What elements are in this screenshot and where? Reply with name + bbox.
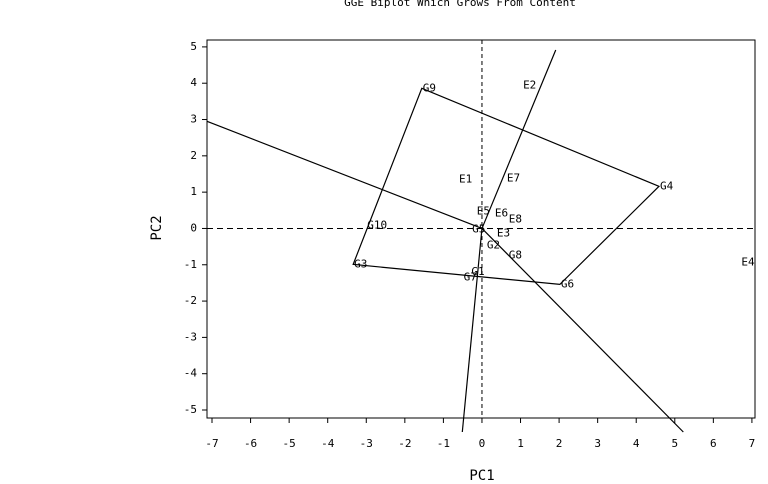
- point-label: E2: [523, 78, 536, 91]
- x-tick-label: -1: [437, 437, 450, 450]
- polygon: [352, 87, 661, 285]
- x-tick-label: 7: [749, 437, 756, 450]
- ray: [461, 228, 483, 433]
- point-label: E8: [509, 212, 522, 225]
- x-axis-title: PC1: [469, 468, 494, 484]
- point-label: G3: [354, 257, 367, 270]
- chart-title: GGE Biplot Which Grows From Content: [344, 0, 576, 9]
- y-tick-label: 3: [190, 113, 197, 126]
- point-label: G10: [367, 219, 387, 232]
- y-tick-label: -3: [184, 330, 197, 343]
- x-tick-label: -6: [244, 437, 257, 450]
- y-tick-label: -1: [184, 258, 197, 271]
- ray: [206, 120, 483, 230]
- y-tick-label: -4: [184, 367, 198, 380]
- plot-frame: [206, 39, 756, 419]
- point-label: G4: [660, 179, 674, 192]
- x-tick-label: -3: [360, 437, 373, 450]
- ray: [481, 49, 557, 229]
- x-tick-label: -7: [205, 437, 218, 450]
- point-label: E7: [507, 171, 520, 184]
- point-label: E6: [495, 207, 508, 220]
- x-tick-label: 2: [556, 437, 563, 450]
- x-tick-label: 3: [594, 437, 601, 450]
- point-label: G6: [561, 277, 574, 290]
- x-tick-label: -2: [398, 437, 411, 450]
- y-tick-label: -2: [184, 294, 197, 307]
- x-tick-label: 1: [517, 437, 524, 450]
- ray: [481, 228, 684, 433]
- y-tick-label: 4: [190, 76, 197, 89]
- y-tick-label: 0: [190, 221, 197, 234]
- y-tick-label: 1: [190, 185, 197, 198]
- x-tick-label: 4: [633, 437, 640, 450]
- x-tick-label: 5: [671, 437, 678, 450]
- x-tick-label: 0: [479, 437, 486, 450]
- point-label: G7: [464, 270, 477, 283]
- y-tick-label: -5: [184, 403, 197, 416]
- point-label: E4: [741, 256, 755, 269]
- point-label: G1: [471, 265, 484, 278]
- point-label: E5: [477, 204, 490, 217]
- point-label: G9: [423, 81, 436, 94]
- point-label: E1: [459, 172, 472, 185]
- y-tick-label: 5: [190, 40, 197, 53]
- x-tick-label: -4: [321, 437, 335, 450]
- y-tick-label: 2: [190, 149, 197, 162]
- point-label: G5: [472, 223, 485, 236]
- y-axis-title: PC2: [149, 215, 165, 240]
- point-label: G2: [487, 239, 500, 252]
- point-label: G8: [509, 248, 522, 261]
- x-tick-label: -5: [283, 437, 296, 450]
- point-label: E3: [497, 227, 510, 240]
- x-tick-label: 6: [710, 437, 717, 450]
